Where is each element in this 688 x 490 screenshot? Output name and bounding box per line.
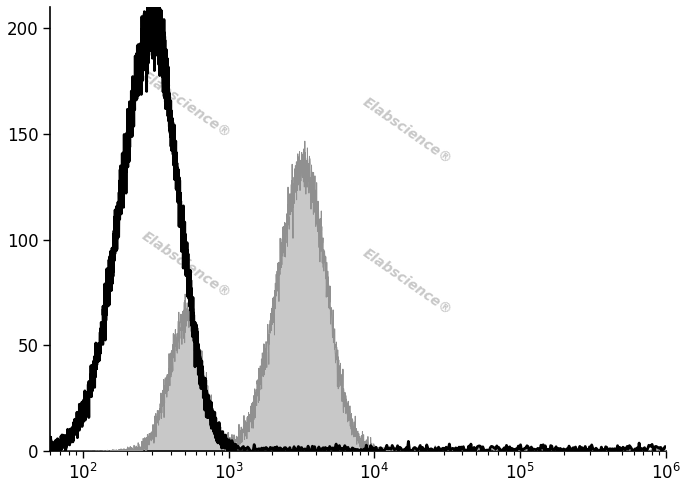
Text: Elabscience®: Elabscience® (361, 96, 455, 167)
Text: Elabscience®: Elabscience® (138, 69, 233, 141)
Text: Elabscience®: Elabscience® (138, 229, 233, 300)
Text: Elabscience®: Elabscience® (361, 246, 455, 318)
